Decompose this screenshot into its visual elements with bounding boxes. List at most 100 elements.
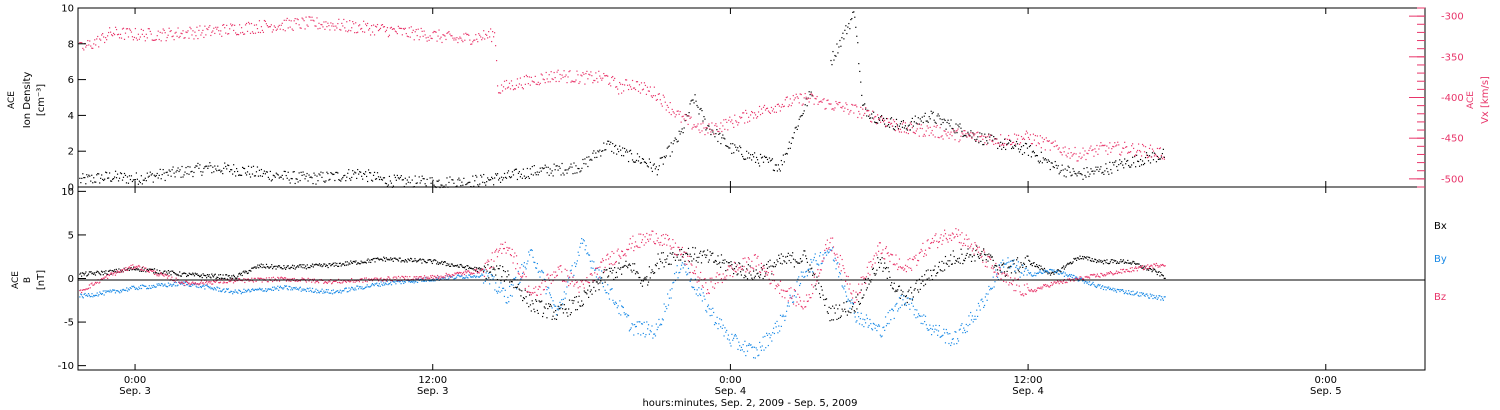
field-point	[1033, 262, 1035, 264]
data-point	[789, 98, 791, 100]
field-point	[175, 273, 177, 275]
data-point	[963, 130, 965, 132]
data-point	[264, 20, 266, 22]
data-point	[842, 105, 844, 108]
data-point	[177, 167, 179, 169]
field-point	[675, 271, 677, 273]
field-point	[1134, 262, 1136, 265]
field-point	[887, 267, 889, 269]
field-point	[595, 281, 598, 283]
field-point	[158, 273, 160, 275]
data-point	[371, 180, 374, 182]
data-point	[113, 176, 116, 178]
field-point	[848, 311, 850, 313]
field-point	[838, 276, 840, 278]
data-point	[719, 128, 721, 130]
data-point	[827, 99, 829, 101]
data-point	[866, 110, 868, 112]
data-point	[1063, 151, 1065, 153]
field-point	[402, 260, 404, 262]
field-point	[113, 289, 115, 291]
data-point	[399, 176, 401, 179]
data-point	[792, 94, 794, 97]
data-point	[589, 159, 591, 161]
field-point	[548, 287, 550, 289]
data-point	[114, 170, 117, 172]
field-point	[1087, 281, 1089, 283]
data-point	[1015, 134, 1018, 136]
data-point	[243, 33, 246, 35]
field-point	[792, 301, 794, 303]
data-point	[170, 175, 172, 177]
field-point	[792, 252, 794, 254]
data-point	[613, 152, 615, 154]
field-point	[95, 294, 97, 297]
field-point	[87, 274, 89, 276]
field-point	[109, 269, 111, 271]
field-point	[350, 262, 353, 264]
field-point	[178, 281, 180, 283]
data-point	[601, 150, 603, 153]
data-point	[208, 165, 210, 167]
field-point	[1134, 293, 1136, 295]
field-point	[179, 283, 182, 285]
data-point	[158, 38, 160, 41]
data-point	[491, 40, 493, 43]
data-point	[418, 176, 420, 178]
field-point	[1008, 266, 1010, 268]
data-point	[742, 112, 744, 114]
field-point	[930, 327, 932, 330]
data-point	[640, 82, 643, 84]
data-point	[544, 82, 546, 84]
field-point	[893, 282, 895, 284]
data-point	[648, 158, 651, 160]
data-point	[876, 123, 878, 125]
field-point	[207, 285, 209, 288]
data-point	[169, 30, 171, 33]
data-point	[550, 71, 552, 73]
field-point	[331, 293, 334, 295]
data-point	[107, 177, 109, 179]
data-point	[754, 114, 757, 116]
data-point	[386, 185, 389, 187]
field-point	[1070, 263, 1072, 265]
field-point	[722, 259, 724, 261]
data-point	[1011, 141, 1014, 144]
field-point	[634, 323, 636, 326]
data-point	[311, 16, 313, 18]
field-point	[882, 270, 884, 272]
data-point	[1041, 137, 1043, 139]
field-point	[699, 293, 701, 295]
field-point	[277, 266, 279, 268]
field-point	[341, 282, 343, 284]
data-point	[346, 21, 348, 23]
field-point	[125, 269, 127, 271]
data-point	[156, 35, 158, 37]
data-point	[778, 105, 780, 107]
data-point	[1112, 161, 1114, 164]
data-point	[788, 141, 790, 143]
field-point	[1012, 260, 1014, 262]
data-point	[633, 87, 636, 89]
field-point	[123, 268, 125, 270]
data-point	[1047, 159, 1049, 161]
field-point	[737, 348, 739, 351]
field-point	[298, 279, 300, 282]
field-point	[210, 281, 212, 283]
data-point	[638, 84, 641, 86]
data-point	[609, 82, 611, 84]
data-point	[656, 174, 658, 176]
field-point	[198, 274, 200, 277]
field-point	[642, 332, 644, 335]
data-point	[1109, 142, 1111, 144]
field-point	[729, 264, 731, 267]
field-point	[440, 262, 442, 264]
field-point	[585, 245, 587, 247]
field-point	[233, 280, 235, 282]
field-point	[955, 331, 957, 333]
data-point	[680, 121, 682, 123]
field-point	[1147, 268, 1149, 270]
data-point	[909, 122, 911, 124]
field-point	[851, 306, 854, 308]
field-point	[164, 283, 166, 285]
